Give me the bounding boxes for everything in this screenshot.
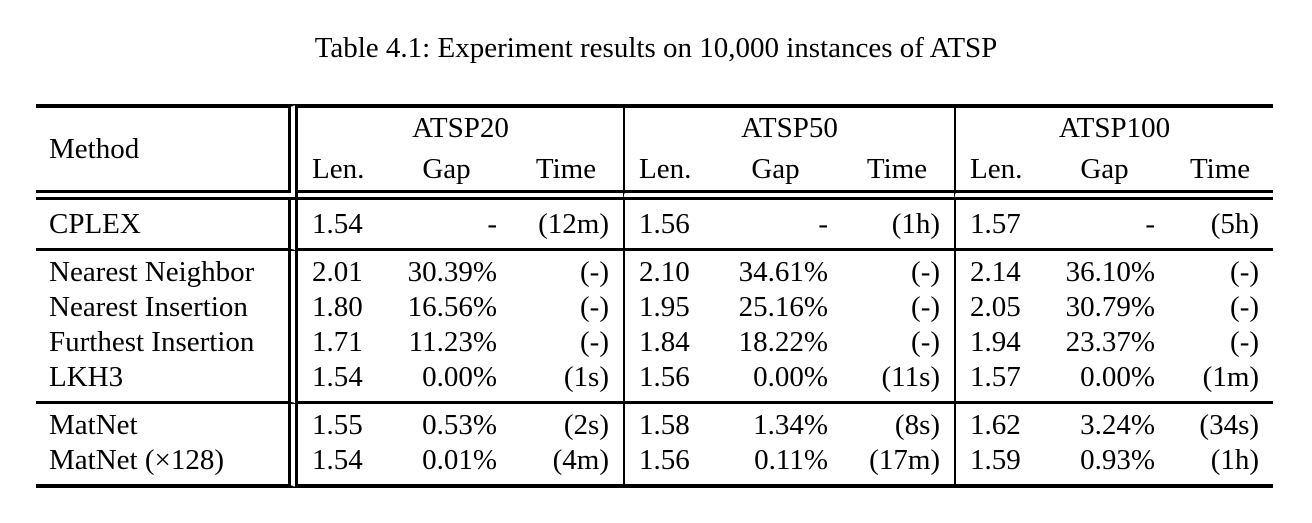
method-cell: MatNet (×128) xyxy=(36,443,298,488)
subheader-len: Len. xyxy=(954,148,1043,200)
method-cell: MatNet xyxy=(36,404,298,443)
subheader-len: Len. xyxy=(623,148,711,200)
value-cell: (-) xyxy=(1230,326,1260,358)
value-cell: 1.57 xyxy=(954,200,1043,251)
value-cell: 1.58 xyxy=(623,404,711,443)
value-cell: - xyxy=(384,200,509,251)
value-cell: 16.56% xyxy=(407,291,497,323)
value-cell: 30.39% xyxy=(407,256,497,288)
value-cell: (-) xyxy=(911,256,941,288)
value-cell: 1.54 xyxy=(298,200,384,251)
value-cell: 1.54 xyxy=(298,360,384,404)
header-group-row: Method ATSP20 ATSP50 ATSP100 xyxy=(36,104,1274,200)
value-cell: (17m) xyxy=(840,443,955,488)
value-cell: 3.24% xyxy=(1080,409,1156,441)
method-header: Method xyxy=(36,104,298,200)
value-cell: (34s) xyxy=(1199,409,1260,441)
value-cell: (-) xyxy=(580,291,609,323)
subheader-gap: Gap xyxy=(1042,148,1168,200)
group-header-atsp20: ATSP20 xyxy=(298,104,623,148)
group-header-atsp100: ATSP100 xyxy=(954,104,1274,148)
table-row-lkh3: LKH3 1.54 0.00% (1s) 1.56 0.00% (11s) 1.… xyxy=(36,360,1274,404)
group-header-atsp50: ATSP50 xyxy=(623,104,955,148)
subheader-gap: Gap xyxy=(384,148,509,200)
value-cell: (12m) xyxy=(509,200,623,251)
value-cell: 0.53% xyxy=(422,409,497,441)
subheader-time: Time xyxy=(509,148,623,200)
value-cell: 30.79% xyxy=(1065,291,1156,323)
value-cell: 2.05 xyxy=(954,290,1042,325)
value-cell: 34.61% xyxy=(738,256,828,288)
value-cell: 0.00% xyxy=(1042,360,1168,404)
value-cell: (1m) xyxy=(1167,360,1274,404)
value-cell: 11.23% xyxy=(408,326,497,358)
value-cell: 1.94 xyxy=(954,325,1042,360)
value-cell: (11s) xyxy=(840,360,955,404)
value-cell: (5h) xyxy=(1167,200,1274,251)
value-cell: 1.62 xyxy=(954,404,1042,443)
value-cell: 2.01 xyxy=(312,256,363,288)
header-sub-row: Len. Gap Time Len. Gap Time Len. Gap Tim… xyxy=(36,148,1274,200)
value-cell: 0.00% xyxy=(711,360,840,404)
table-row-furthest-insertion: Furthest Insertion 1.71 11.23% (-) 1.84 … xyxy=(36,325,1273,360)
value-cell: (8s) xyxy=(894,409,941,441)
value-cell: 1.56 xyxy=(623,200,711,251)
value-cell: (4m) xyxy=(509,443,623,488)
table-row-cplex: CPLEX 1.54 - (12m) 1.56 - (1h) 1.57 - (5… xyxy=(36,200,1274,251)
value-cell: 1.56 xyxy=(623,443,711,488)
subheader-time: Time xyxy=(1167,148,1274,200)
value-cell: 1.57 xyxy=(954,360,1043,404)
method-cell: Nearest Insertion xyxy=(36,290,298,325)
value-cell: (1s) xyxy=(509,360,623,404)
value-cell: 23.37% xyxy=(1065,326,1156,358)
value-cell: 0.93% xyxy=(1042,443,1168,488)
value-cell: 1.34% xyxy=(753,409,828,441)
value-cell: 18.22% xyxy=(738,326,828,358)
table-row-matnet: MatNet 1.55 0.53% (2s) 1.58 1.34% (8s) 1… xyxy=(36,404,1273,443)
value-cell: (-) xyxy=(1230,291,1260,323)
value-cell: - xyxy=(1042,200,1168,251)
method-cell: LKH3 xyxy=(36,360,298,404)
value-cell: (1h) xyxy=(1167,443,1274,488)
table-row-nearest-neighbor: Nearest Neighbor 2.01 30.39% (-) 2.10 34… xyxy=(36,251,1273,290)
method-cell: Furthest Insertion xyxy=(36,325,298,360)
value-cell: 2.10 xyxy=(623,251,711,290)
value-cell: 1.59 xyxy=(954,443,1043,488)
value-cell: 36.10% xyxy=(1065,256,1156,288)
table-caption: Table 4.1: Experiment results on 10,000 … xyxy=(314,32,998,64)
value-cell: (-) xyxy=(580,326,609,358)
table-row-nearest-insertion: Nearest Insertion 1.80 16.56% (-) 1.95 2… xyxy=(36,290,1273,325)
method-cell: Nearest Neighbor xyxy=(36,251,298,290)
value-cell: 1.95 xyxy=(623,290,711,325)
value-cell: 2.14 xyxy=(954,251,1042,290)
value-cell: 1.84 xyxy=(623,325,711,360)
table-row-matnet-x128: MatNet (×128) 1.54 0.01% (4m) 1.56 0.11%… xyxy=(36,443,1274,488)
value-cell: (1h) xyxy=(840,200,955,251)
value-cell: 0.11% xyxy=(711,443,840,488)
value-cell: (-) xyxy=(911,291,941,323)
subheader-len: Len. xyxy=(298,148,384,200)
value-cell: (2s) xyxy=(563,409,609,441)
value-cell: 1.55 xyxy=(312,409,363,441)
value-cell: (-) xyxy=(1230,256,1260,288)
value-cell: 0.01% xyxy=(384,443,509,488)
value-cell: 25.16% xyxy=(738,291,828,323)
value-cell: (-) xyxy=(580,256,609,288)
value-cell: (-) xyxy=(911,326,941,358)
value-cell: 1.80 xyxy=(312,291,363,323)
value-cell: 1.56 xyxy=(623,360,711,404)
value-cell: 1.54 xyxy=(298,443,384,488)
value-cell: 0.00% xyxy=(384,360,509,404)
value-cell: 1.71 xyxy=(312,326,363,358)
results-table: Method ATSP20 ATSP50 ATSP100 Len. Gap Ti… xyxy=(36,104,1274,488)
method-cell: CPLEX xyxy=(36,200,298,251)
value-cell: - xyxy=(711,200,840,251)
subheader-time: Time xyxy=(840,148,955,200)
subheader-gap: Gap xyxy=(711,148,840,200)
